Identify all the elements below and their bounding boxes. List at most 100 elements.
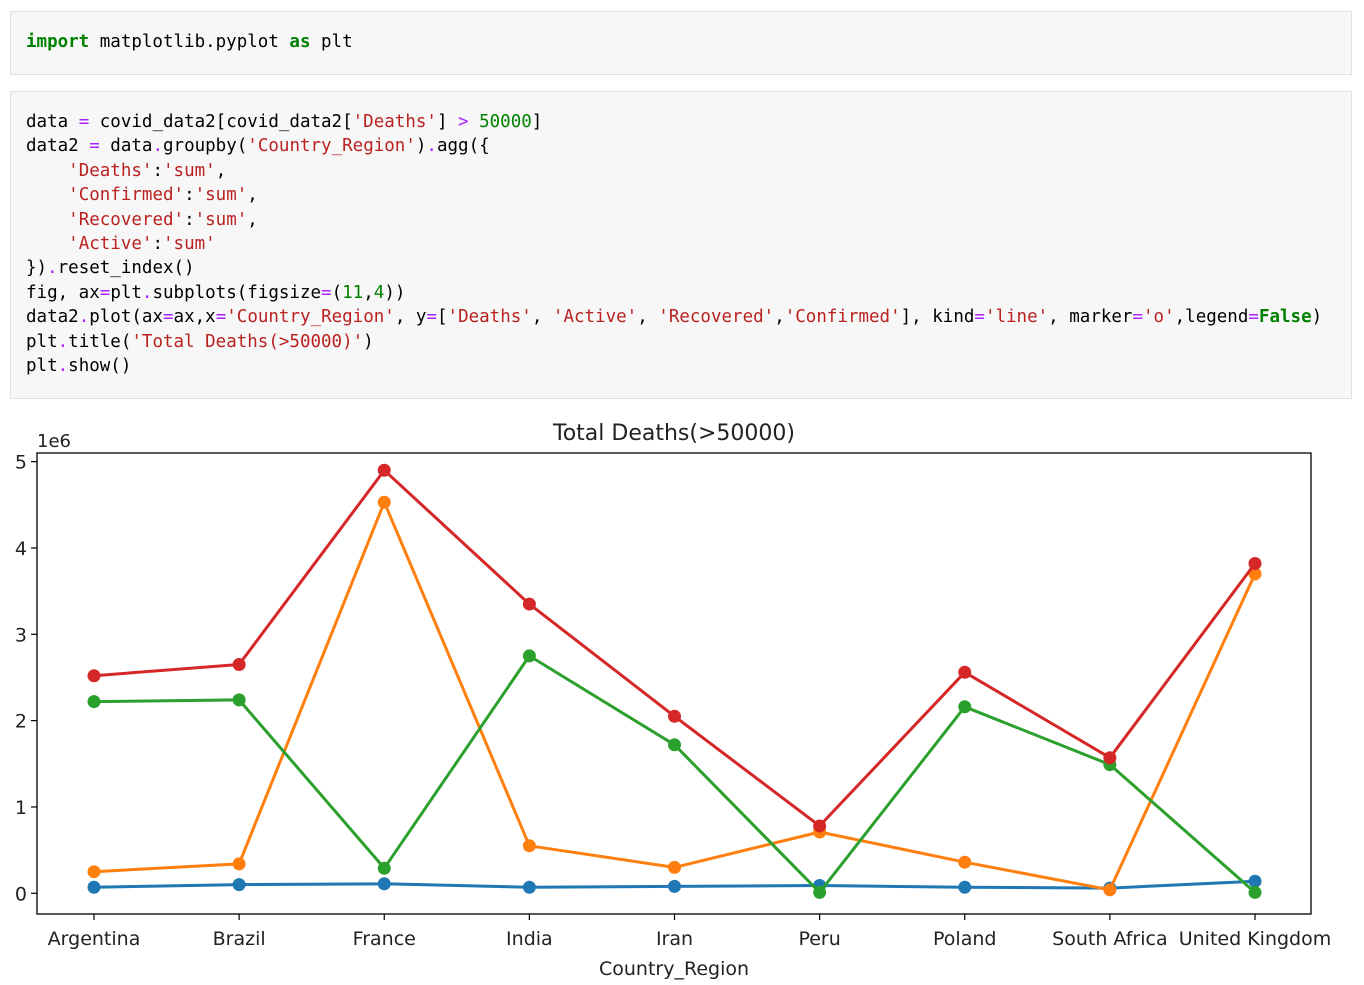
code-token: ax,x (173, 307, 216, 328)
code-token: : (152, 160, 163, 181)
code-token: ,legend (1174, 307, 1249, 328)
code-token: ( (331, 282, 343, 303)
data-point (377, 495, 391, 509)
code-token: 'Confirmed' (68, 185, 185, 206)
data-point (377, 463, 391, 477)
code-token: plt (26, 331, 58, 352)
code-cell-plot[interactable]: data = covid_data2[covid_data2['Deaths']… (10, 91, 1352, 399)
code-token: = (1248, 307, 1259, 328)
code-token: import (26, 32, 90, 52)
code-token: , (774, 307, 785, 328)
code-line: 'Recovered':'sum', (26, 208, 1351, 232)
code-token: ) (1311, 307, 1323, 328)
code-token (26, 210, 68, 230)
data-point (1248, 885, 1262, 899)
code-token: , (637, 307, 659, 328)
code-token: 'Country_Region' (226, 307, 395, 328)
code-token: 'Deaths' (352, 112, 437, 132)
code-token: plt (26, 355, 58, 376)
code-token: ) (363, 331, 374, 352)
line-chart: Total Deaths(>50000) 1e6 Country_Region … (15, 421, 1332, 980)
code-token: . (152, 136, 163, 157)
code-token: ] (436, 112, 459, 132)
code-token: covid_data2[covid_data2[ (89, 112, 353, 132)
data-point (1103, 751, 1117, 765)
data-point (232, 693, 246, 707)
code-token: , y (394, 307, 427, 328)
code-token: 'Active' (552, 307, 638, 328)
data-point (958, 700, 972, 714)
code-token: > (458, 112, 469, 132)
data-point (232, 658, 246, 672)
code-token: data (99, 136, 153, 157)
code-token: matplotlib.pyplot (89, 32, 290, 52)
data-point (87, 880, 101, 894)
code-token: 'o' (1143, 307, 1175, 328)
code-token: 'Country_Region' (247, 136, 416, 157)
code-token: 4 (373, 282, 385, 303)
code-token: 11 (342, 282, 364, 303)
x-tick-label: United Kingdom (1179, 928, 1332, 950)
code-token: = (99, 282, 111, 303)
code-token: 'line' (984, 307, 1049, 328)
data-point (522, 649, 536, 663)
code-line: 'Deaths':'sum', (26, 159, 1351, 183)
data-point (958, 665, 972, 679)
code-token: , (531, 307, 553, 328)
code-line: fig, ax=plt.subplots(figsize=(11,4)) (26, 281, 1351, 305)
code-token: show() (68, 355, 132, 376)
code-token: , (363, 282, 374, 303)
code-line: 'Confirmed':'sum', (26, 183, 1351, 207)
code-token: = (78, 112, 90, 132)
code-line: plt.title('Total Deaths(>50000)') (26, 330, 1351, 354)
code-token: ], kind (900, 307, 975, 328)
x-tick-label: Iran (656, 928, 693, 950)
code-token: 50000 (479, 112, 532, 132)
code-token: title( (68, 331, 132, 352)
data-point (522, 597, 536, 611)
series-line (93, 468, 1257, 828)
data-point (87, 865, 101, 879)
code-token: . (57, 355, 69, 376)
data-point (813, 885, 827, 899)
data-point (87, 669, 101, 683)
code-token: : (184, 209, 195, 230)
code-token: False (1258, 307, 1312, 328)
code-token: data2 (26, 307, 79, 328)
code-token: 'Total Deaths(>50000)' (131, 331, 364, 352)
code-token: groupby( (163, 136, 248, 157)
code-line: 'Active':'sum' (26, 232, 1351, 256)
data-point (668, 709, 681, 723)
code-token: data2 (26, 136, 90, 157)
code-token: 'Recovered' (658, 307, 775, 328)
code-token: . (141, 282, 153, 303)
data-point (522, 839, 536, 853)
code-token: 'Deaths' (447, 307, 532, 328)
code-token: agg({ (436, 136, 490, 157)
code-token (469, 112, 480, 132)
data-point (1248, 874, 1262, 888)
data-point (232, 878, 246, 892)
code-token: [ (436, 307, 448, 328)
code-token: data (26, 112, 79, 132)
data-point (668, 879, 681, 893)
x-tick-label: Peru (798, 928, 840, 950)
code-token: )) (384, 282, 406, 303)
x-tick-label: Argentina (48, 928, 141, 950)
series-line (93, 500, 1257, 892)
data-point (668, 860, 681, 874)
x-tick-label: France (353, 928, 416, 950)
code-token: , marker (1048, 307, 1133, 328)
code-token: , (215, 160, 227, 181)
code-token: ) (415, 136, 427, 157)
code-token: : (184, 185, 195, 206)
code-line: import matplotlib.pyplot as plt (26, 30, 1351, 54)
x-axis-label: Country_Region (599, 958, 749, 980)
data-point (958, 855, 972, 869)
code-token: reset_index() (57, 258, 195, 279)
data-point (813, 819, 827, 833)
code-line: plt.show() (26, 354, 1351, 378)
code-cell-import[interactable]: import matplotlib.pyplot as plt (10, 11, 1352, 75)
code-token: , (247, 185, 258, 206)
code-token: = (426, 307, 437, 328)
